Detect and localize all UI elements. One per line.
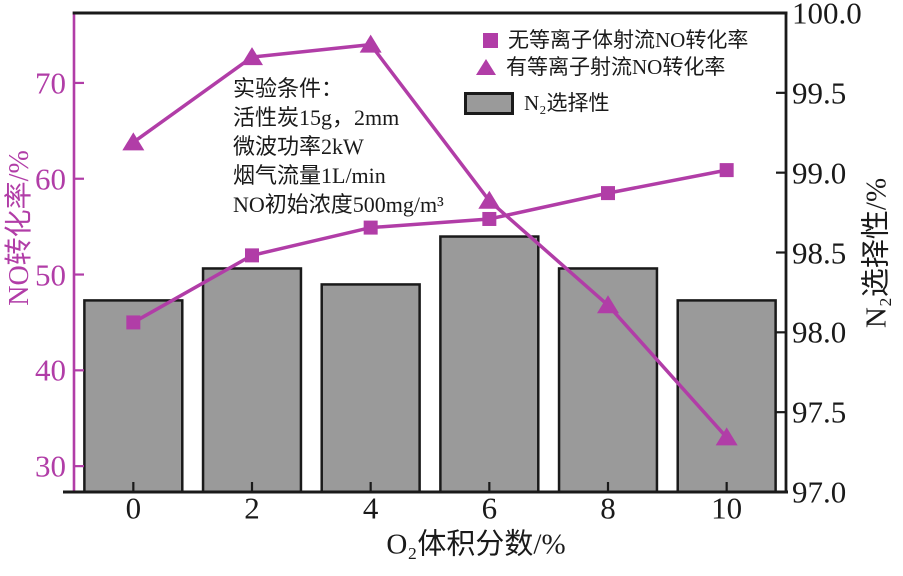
annotation-line: NO初始浓度500mg/m³ — [233, 192, 444, 217]
n2-selectivity-bar — [557, 267, 659, 494]
triangle-marker — [478, 190, 501, 209]
n2-selectivity-bar — [83, 299, 184, 494]
square-marker — [601, 186, 615, 201]
left-tick-label: 40 — [35, 352, 66, 388]
legend-label: N₂选择性 — [524, 90, 610, 115]
left-tick-label: 70 — [35, 65, 66, 101]
bar-swatch-icon — [464, 91, 514, 115]
right-tick-label: 97.0 — [792, 474, 847, 510]
square-marker-icon — [483, 32, 498, 48]
triangle-marker — [241, 47, 263, 66]
right-tick-label: 99.5 — [792, 75, 847, 111]
left-tick-label: 60 — [35, 161, 66, 197]
x-axis-title: O₂体积分数/% — [386, 528, 566, 561]
x-tick-label: 6 — [481, 490, 498, 526]
square-marker — [719, 163, 734, 178]
n2-selectivity-bar — [320, 283, 421, 494]
left-tick-label: 30 — [35, 448, 66, 484]
triangle-marker — [359, 34, 382, 53]
x-tick-label: 10 — [711, 490, 743, 526]
square-marker — [363, 220, 378, 235]
triangle-marker — [597, 295, 619, 314]
triangle-marker — [122, 132, 145, 151]
experiment-conditions-note: 实验条件： 活性炭15g，2mm 微波功率2kW 烟气流量1L/min NO初始… — [233, 74, 444, 219]
right-tick-label: 99.0 — [792, 155, 847, 191]
n2-selectivity-bar — [439, 235, 540, 494]
annotation-line: 实验条件： — [233, 76, 344, 101]
right-tick-label: 97.5 — [792, 394, 847, 430]
triangle-marker-icon — [476, 59, 496, 75]
x-tick-label: 2 — [244, 490, 260, 526]
x-tick-label: 8 — [600, 490, 616, 526]
right-axis-title: N₂选择性/% — [860, 177, 893, 329]
right-tick-label: 98.0 — [792, 314, 847, 350]
legend-item-with-plasma: 有等离子射流NO转化率 — [476, 56, 725, 78]
legend-item-no-plasma: 无等离子体射流NO转化率 — [483, 28, 748, 52]
x-tick-label: 0 — [125, 490, 142, 526]
square-marker — [126, 315, 141, 330]
right-tick-label: 100.0 — [792, 0, 862, 31]
x-tick-label: 4 — [362, 490, 379, 526]
square-marker — [245, 248, 259, 263]
annotation-line: 烟气流量1L/min — [233, 163, 386, 188]
triangle-marker — [715, 427, 738, 446]
square-marker — [482, 211, 497, 226]
legend-label: 无等离子体射流NO转化率 — [508, 27, 749, 52]
left-tick-label: 50 — [35, 257, 66, 293]
n2-selectivity-bar — [676, 299, 777, 494]
legend-label: 有等离子射流NO转化率 — [506, 54, 726, 79]
annotation-line: 微波功率2kW — [233, 134, 364, 159]
n2-selectivity-bar — [201, 267, 303, 494]
annotation-line: 活性炭15g，2mm — [233, 105, 400, 130]
legend-item-n2-selectivity: N₂选择性 — [464, 91, 610, 115]
right-tick-label: 98.5 — [792, 235, 847, 270]
